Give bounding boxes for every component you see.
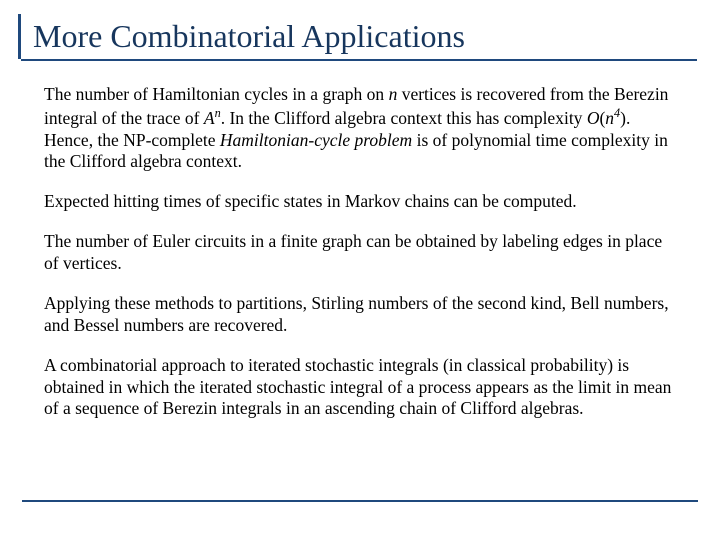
title-box: More Combinatorial Applications (18, 14, 698, 59)
paragraph-1: The number of Hamiltonian cycles in a gr… (44, 84, 680, 173)
var-A: A (204, 108, 215, 128)
title-underline (21, 59, 697, 61)
slide-title: More Combinatorial Applications (33, 18, 698, 55)
text: The number of Hamiltonian cycles in a gr… (44, 84, 389, 104)
paragraph-5: A combinatorial approach to iterated sto… (44, 355, 680, 421)
text: . In the Clifford algebra context this h… (221, 108, 587, 128)
slide: More Combinatorial Applications The numb… (0, 0, 720, 540)
var-n: n (605, 108, 614, 128)
paragraph-4: Applying these methods to partitions, St… (44, 293, 680, 337)
paragraph-2: Expected hitting times of specific state… (44, 191, 680, 213)
big-o: O (587, 108, 600, 128)
var-n: n (389, 84, 398, 104)
footer-rule (22, 500, 698, 502)
paragraph-3: The number of Euler circuits in a finite… (44, 231, 680, 275)
slide-body: The number of Hamiltonian cycles in a gr… (44, 84, 680, 438)
hamiltonian-cycle-problem: Hamiltonian-cycle problem (220, 130, 412, 150)
title-region: More Combinatorial Applications (18, 14, 698, 61)
